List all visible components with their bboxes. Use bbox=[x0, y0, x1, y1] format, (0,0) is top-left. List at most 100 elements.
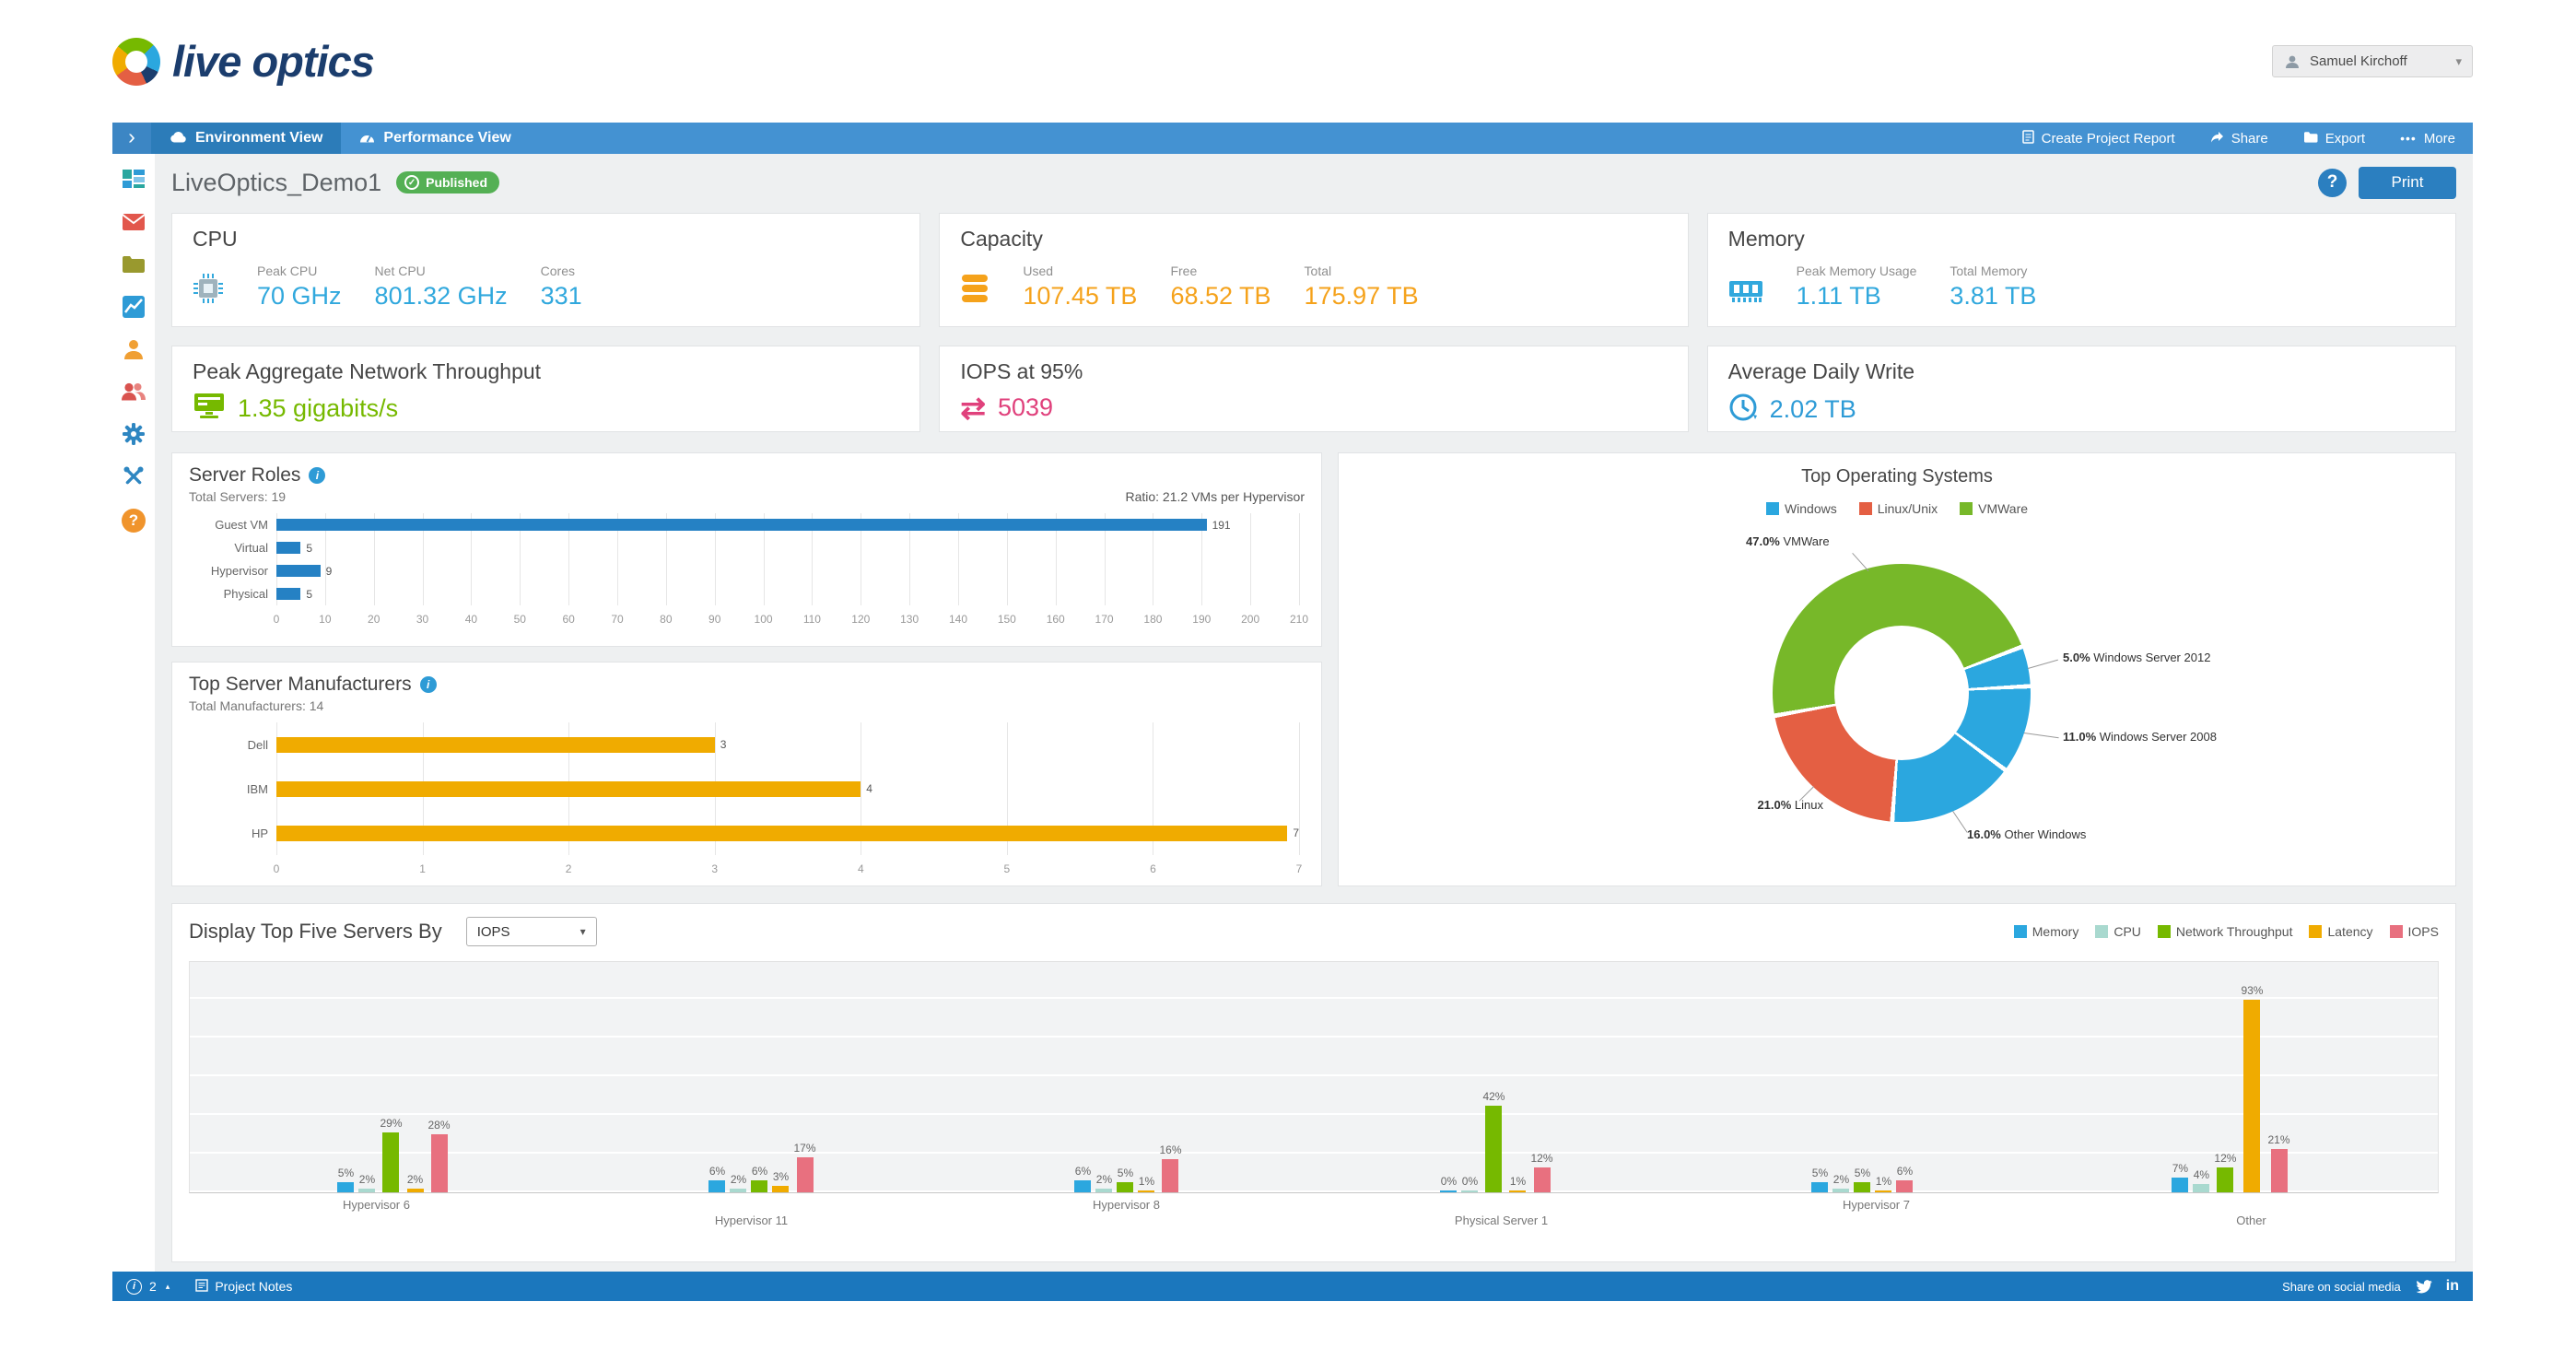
bar bbox=[1440, 1190, 1458, 1192]
app-shell: live optics Samuel Kirchoff ▾ › Environm… bbox=[112, 0, 2473, 1301]
bar-group: 0% 0% 42% 1% 12% bbox=[1440, 1090, 1553, 1192]
sidebar-item-users[interactable] bbox=[121, 381, 146, 406]
bar-value-label: 9 bbox=[325, 564, 333, 578]
bar-value-label: 1% bbox=[1875, 1174, 1892, 1188]
metric-value: 2.02 TB bbox=[1769, 395, 1856, 423]
axis-tick-label: 150 bbox=[997, 613, 1016, 626]
bar-wrap: 6% bbox=[751, 1165, 768, 1192]
bar bbox=[1162, 1159, 1179, 1192]
share-button[interactable]: Share bbox=[2193, 123, 2286, 154]
bar-wrap: 5% bbox=[1117, 1167, 1134, 1192]
sidebar-item-dashboard[interactable] bbox=[121, 169, 146, 194]
info-icon[interactable]: i bbox=[309, 467, 326, 484]
bar-row: Hypervisor 9 bbox=[189, 559, 1305, 582]
axis-tick-label: 60 bbox=[562, 613, 575, 626]
export-button[interactable]: Export bbox=[2286, 123, 2383, 154]
caret-up-icon[interactable]: ▴ bbox=[165, 1281, 170, 1291]
dashboard-grid-icon bbox=[122, 168, 146, 196]
nav-spacer bbox=[530, 123, 2005, 154]
bar-track: 3 bbox=[276, 736, 1299, 753]
twitter-icon[interactable] bbox=[2415, 1279, 2432, 1294]
manufacturers-panel: Top Server Manufacturers i Total Manufact… bbox=[171, 662, 1322, 886]
bar bbox=[1832, 1188, 1850, 1192]
panel-title: Display Top Five Servers By bbox=[189, 920, 442, 943]
bar-wrap: 1% bbox=[1138, 1175, 1155, 1192]
cpu-chip-icon bbox=[193, 273, 224, 309]
user-menu[interactable]: Samuel Kirchoff ▾ bbox=[2272, 45, 2473, 77]
share-social-label: Share on social media bbox=[2282, 1279, 2401, 1294]
top-five-servers-panel: Display Top Five Servers By IOPS ▾ Memor… bbox=[171, 903, 2456, 1262]
bar bbox=[2172, 1178, 2189, 1192]
legend-label: Latency bbox=[2327, 924, 2373, 939]
gridline bbox=[617, 513, 618, 605]
server-roles-chart: Guest VM 191 Virtual 5 Hypervisor 9 Physical 5 … bbox=[189, 513, 1308, 629]
bar-wrap: 2% bbox=[406, 1173, 424, 1192]
sidebar-item-mail[interactable] bbox=[121, 211, 146, 237]
bar-category-label: Physical Server 1 bbox=[1454, 1214, 1549, 1227]
sidebar-item-user[interactable] bbox=[121, 338, 146, 364]
bar bbox=[1074, 1179, 1092, 1192]
bar-group: 5% 2% 29% 2% 28% bbox=[337, 1116, 451, 1192]
donut-chart bbox=[1773, 564, 2031, 822]
network-throughput-card: Peak Aggregate Network Throughput 1.35 g… bbox=[171, 346, 921, 432]
print-button[interactable]: Print bbox=[2359, 166, 2456, 199]
panels-row: Server Roles i Total Servers: 19 Ratio: 2… bbox=[171, 452, 2456, 886]
help-button[interactable]: ? bbox=[2318, 168, 2347, 197]
bar-value-label: 29% bbox=[380, 1116, 403, 1130]
bar bbox=[430, 1134, 448, 1192]
card-title: Capacity bbox=[960, 227, 1043, 251]
more-button[interactable]: ••• More bbox=[2383, 123, 2473, 154]
nav-action-label: Share bbox=[2231, 130, 2268, 147]
legend-swatch bbox=[2389, 925, 2403, 938]
info-icon[interactable]: i bbox=[126, 1278, 142, 1295]
bar-wrap: 93% bbox=[2241, 984, 2263, 1192]
bar bbox=[382, 1132, 400, 1192]
gridline bbox=[471, 513, 473, 605]
info-icon[interactable]: i bbox=[419, 676, 437, 693]
clock-icon bbox=[1728, 393, 1758, 427]
top-bar: live optics Samuel Kirchoff ▾ bbox=[112, 0, 2473, 123]
bar bbox=[2193, 1184, 2210, 1192]
sidebar-collapse-button[interactable]: › bbox=[112, 123, 151, 154]
card-title: Memory bbox=[1727, 227, 1805, 251]
metric-select-dropdown[interactable]: IOPS ▾ bbox=[465, 917, 597, 946]
bar-category-label: Physical bbox=[223, 587, 268, 601]
bar-wrap: 6% bbox=[1074, 1165, 1092, 1192]
servers-chart-categories: Hypervisor 6 Hypervisor 11 Hypervisor 8 Phy… bbox=[189, 1198, 2439, 1227]
bar bbox=[2243, 999, 2261, 1192]
tab-performance-view[interactable]: Performance View bbox=[341, 123, 529, 154]
legend-swatch bbox=[2013, 925, 2027, 938]
bar-value-label: 16% bbox=[1159, 1143, 1182, 1156]
panel-title: Server Roles bbox=[189, 464, 301, 486]
bar-value-label: 5% bbox=[337, 1166, 355, 1179]
bar-category-label: Guest VM bbox=[215, 518, 268, 532]
sidebar-item-documents[interactable] bbox=[121, 253, 146, 279]
servers-bar-chart: 5% 2% 29% 2% 28% 6% 2% 6% 3% 17% 6% 2% 5% 1% 16% 0% 0% 42… bbox=[189, 961, 2439, 1193]
bar bbox=[2217, 1167, 2234, 1192]
tab-environment-view[interactable]: Environment View bbox=[151, 123, 342, 154]
sidebar-item-settings[interactable] bbox=[121, 422, 146, 449]
linkedin-icon[interactable]: in bbox=[2445, 1278, 2459, 1294]
bar bbox=[1509, 1190, 1527, 1192]
bar-wrap: 2% bbox=[730, 1173, 747, 1192]
sidebar-item-charts[interactable] bbox=[121, 295, 146, 322]
average-daily-write-card: Average Daily Write 2.02 TB bbox=[1706, 346, 2456, 432]
bar-row: Virtual 5 bbox=[189, 536, 1305, 559]
sidebar-item-help[interactable]: ? bbox=[121, 508, 146, 534]
create-project-report-button[interactable]: Create Project Report bbox=[2005, 123, 2193, 154]
bar-value-label: 1% bbox=[1509, 1174, 1527, 1188]
app-logo: live optics bbox=[112, 36, 375, 87]
bar-row: IBM 4 bbox=[189, 767, 1305, 811]
bar-value-label: 191 bbox=[1212, 518, 1231, 532]
gridline bbox=[1055, 513, 1057, 605]
bar-track: 9 bbox=[276, 565, 1299, 578]
user-name: Samuel Kirchoff bbox=[2310, 53, 2407, 69]
project-notes-button[interactable]: Project Notes bbox=[195, 1278, 292, 1295]
bar-row: Guest VM 191 bbox=[189, 513, 1305, 536]
legend-item-windows: Windows bbox=[1765, 501, 1837, 516]
bar-wrap: 3% bbox=[772, 1170, 790, 1192]
bar bbox=[1095, 1188, 1113, 1192]
bar-wrap: 2% bbox=[1095, 1173, 1113, 1192]
donut-slice-label: 21.0% Linux bbox=[1757, 798, 1823, 812]
sidebar-item-tools[interactable] bbox=[121, 465, 146, 491]
